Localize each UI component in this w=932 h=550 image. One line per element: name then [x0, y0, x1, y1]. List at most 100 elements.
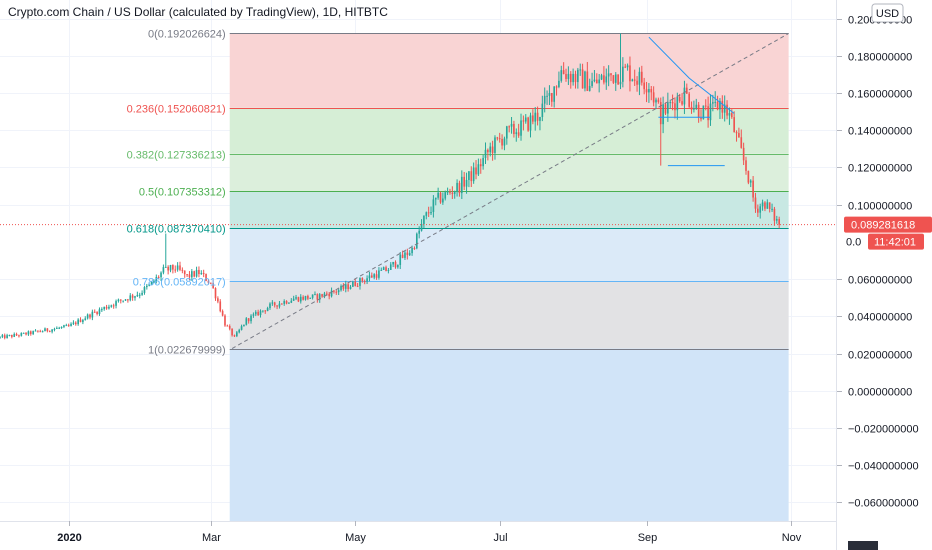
fib-zone: [229, 281, 789, 349]
candle-body: [389, 264, 392, 270]
candle-body: [707, 106, 709, 121]
countdown-tag: 11:42:01: [868, 233, 924, 250]
candle-body: [330, 290, 333, 297]
candle-body: [460, 176, 463, 194]
time-tick-label: Nov: [782, 532, 802, 544]
candle-body: [650, 89, 653, 93]
candle-body: [186, 274, 188, 276]
price-tick-label: 0.100000000: [848, 201, 912, 213]
candle-body: [148, 284, 151, 286]
candle-body: [771, 208, 773, 210]
candle-body: [387, 269, 390, 271]
candle-body: [569, 73, 572, 83]
candle-body: [723, 104, 726, 113]
candle-body: [295, 297, 297, 299]
candle-body: [674, 103, 676, 111]
candle-body: [683, 87, 686, 105]
candle-body: [700, 117, 702, 120]
candle-body: [643, 82, 645, 90]
fibonacci-retracement[interactable]: [229, 33, 789, 521]
candle-body: [200, 273, 203, 275]
candle-body: [280, 303, 283, 305]
price-tick-label: 0.140000000: [848, 126, 912, 138]
candle-body: [472, 167, 475, 182]
candle-body: [629, 65, 631, 82]
fibonacci-labels: 0(0.192026624) 0.236(0.152060821) 0.382(0.…: [127, 29, 226, 357]
candle-body: [119, 299, 122, 301]
candle-body: [524, 117, 527, 122]
candle-body: [532, 115, 534, 122]
currency-button[interactable]: USD: [871, 3, 904, 23]
candle-body: [292, 298, 295, 301]
fib-zone: [229, 228, 789, 282]
candle-body: [399, 254, 402, 265]
candle-body: [164, 266, 167, 268]
candle-body: [505, 126, 508, 139]
fib-level-label: 0.618(0.087370410): [127, 224, 226, 236]
price-axis[interactable]: 0.2000000000.1800000000.1600000000.14000…: [837, 15, 919, 510]
candle-body: [560, 70, 563, 81]
candle-body: [449, 191, 451, 193]
candle-body: [508, 126, 511, 128]
fib-level-label: 0.5(0.107353312): [139, 187, 226, 199]
candle-body: [775, 219, 778, 221]
candle-body: [463, 176, 466, 187]
candle-body: [482, 157, 484, 167]
candle-body: [667, 102, 669, 114]
candle-body: [162, 267, 165, 273]
candle-body: [712, 102, 714, 104]
price-tick-label: 0.020000000: [848, 350, 912, 362]
fib-level-label: 1(0.022679999): [148, 345, 226, 357]
candle-body: [48, 330, 51, 332]
candle-body: [89, 314, 91, 318]
candle-body: [53, 328, 56, 330]
candle-body: [496, 137, 499, 139]
candle-body: [72, 322, 75, 324]
price-tick-label: 0.160000000: [848, 89, 912, 101]
candle-body: [347, 284, 349, 290]
candle-body: [344, 284, 347, 289]
price-tick-label: 0.000000000: [848, 387, 912, 399]
candle-body: [247, 318, 250, 322]
candle-body: [669, 102, 672, 104]
candle-body: [539, 117, 541, 121]
candle-body: [579, 69, 582, 71]
candle-body: [468, 171, 470, 180]
candle-body: [527, 117, 529, 131]
candle-body: [262, 310, 264, 312]
candle-body: [456, 182, 458, 192]
candle-body: [0, 336, 1, 338]
candle-body: [86, 314, 89, 319]
candle-body: [515, 132, 518, 135]
candle-body: [759, 206, 762, 213]
candle-body: [600, 75, 603, 80]
candle-body: [269, 303, 271, 309]
candle-body: [11, 335, 13, 337]
candle-body: [318, 294, 321, 300]
candle-body: [169, 265, 172, 271]
time-tick-label: Jul: [493, 532, 507, 544]
candle-body: [209, 282, 212, 284]
candle-body: [598, 79, 601, 84]
drawings[interactable]: [231, 33, 789, 349]
candle-body: [153, 281, 155, 283]
candle-body: [394, 261, 397, 268]
candle-body: [37, 330, 39, 332]
candle-body: [77, 319, 79, 325]
candle-body: [63, 325, 65, 327]
candle-body: [757, 208, 759, 213]
candle-body: [740, 137, 743, 148]
drawn-trend-line: [648, 36, 735, 114]
candle-body: [430, 211, 432, 214]
candle-body: [458, 182, 461, 194]
candle-body: [233, 335, 236, 337]
time-axis[interactable]: 2020 Mar May Jul Sep Nov: [57, 521, 802, 544]
candle-body: [129, 295, 132, 301]
candle-body: [636, 80, 638, 85]
candle-body: [41, 331, 44, 333]
candle-body: [484, 149, 487, 158]
candle-body: [678, 96, 681, 102]
candle-body: [761, 202, 764, 207]
